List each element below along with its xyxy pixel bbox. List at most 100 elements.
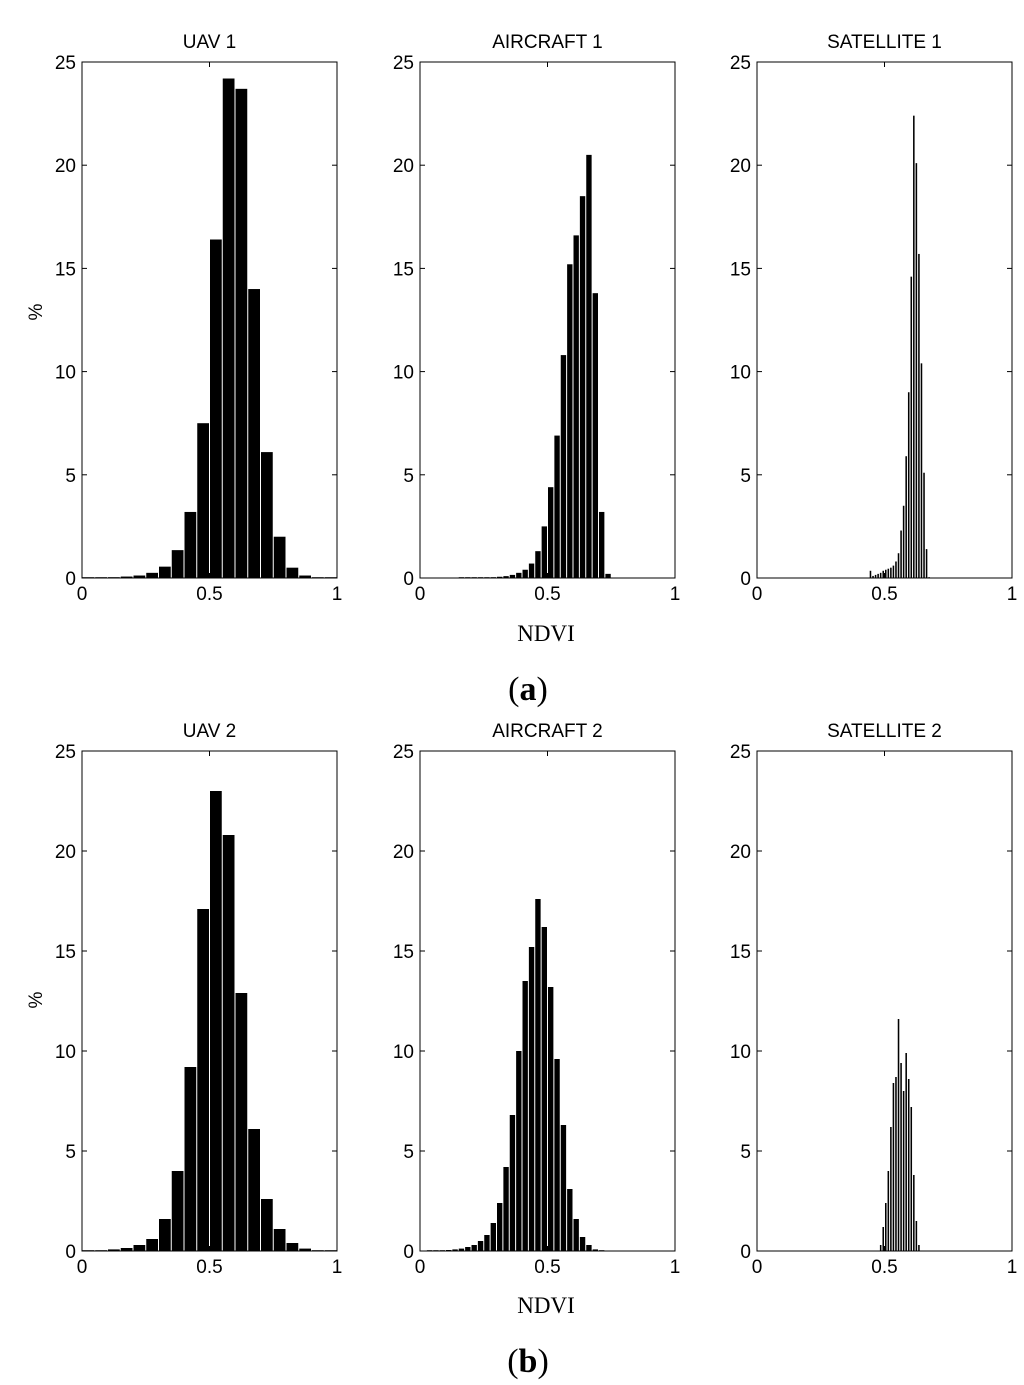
histogram-bar: [299, 1248, 311, 1251]
histogram-bar: [82, 1250, 95, 1251]
histogram-bar: [171, 1171, 184, 1251]
y-tick-label: 25: [393, 53, 414, 74]
y-tick-label: 15: [55, 259, 76, 280]
x-axis-label-row-b: NDVI: [517, 1293, 575, 1318]
histogram-bar: [465, 577, 471, 578]
histogram-bar: [458, 577, 465, 578]
histogram-bar: [273, 536, 286, 578]
histogram-bar: [567, 264, 573, 578]
chart-title: SATELLITE 1: [827, 32, 942, 53]
histogram-bar: [484, 577, 490, 578]
histogram-4: 0 5 10 15 20 25 0 0.5 1 UAV 2: [55, 721, 342, 1278]
histogram-bar: [516, 1051, 522, 1251]
histogram-bar: [197, 909, 209, 1251]
histogram-2: 0 5 10 15 20 25 0 0.5 1 AIRCRAFT 1: [393, 32, 680, 605]
histogram-bar: [573, 235, 579, 578]
y-tick-label: 0: [740, 569, 751, 590]
y-tick-label: 5: [403, 1142, 414, 1163]
histogram-bar: [522, 981, 528, 1251]
histogram-bar: [324, 1250, 337, 1251]
histogram-bar: [235, 88, 248, 578]
histogram-bar: [497, 576, 503, 578]
histogram-bar: [312, 1250, 324, 1251]
histogram-bar: [528, 947, 535, 1251]
y-axis-label-row-b: %: [26, 991, 47, 1008]
histogram-bar: [923, 472, 925, 578]
histogram-bar: [902, 505, 905, 578]
y-tick-label: 0: [65, 1242, 76, 1263]
histogram-bar: [879, 1245, 882, 1251]
histogram-bar: [872, 575, 874, 578]
x-tick-label: 1: [332, 1257, 343, 1278]
y-tick-label: 5: [403, 466, 414, 487]
histogram-bar: [120, 1248, 133, 1251]
histogram-bar: [554, 435, 560, 578]
x-tick-label: 0: [77, 1257, 88, 1278]
y-tick-label: 15: [393, 942, 414, 963]
histogram-bar: [900, 1063, 902, 1251]
histogram-bar: [907, 392, 910, 578]
y-tick-label: 5: [65, 1142, 76, 1163]
y-tick-label: 10: [730, 363, 751, 384]
histogram-bar: [286, 1243, 299, 1251]
histogram-bar: [900, 530, 902, 578]
chart-title: UAV 2: [183, 721, 237, 742]
x-tick-label: 0: [415, 1257, 426, 1278]
histogram-bar: [184, 511, 197, 578]
y-tick-label: 0: [65, 569, 76, 590]
histogram-bar: [159, 1219, 171, 1251]
histogram-bar: [907, 1079, 910, 1251]
histogram-bar: [535, 551, 541, 578]
y-tick-label: 20: [55, 842, 76, 863]
histogram-bar: [95, 1250, 107, 1251]
histogram-bar: [503, 1167, 509, 1251]
histogram-bar: [82, 577, 95, 578]
x-axis-label-row-a: NDVI: [517, 621, 575, 646]
y-tick-label: 0: [403, 1242, 414, 1263]
histogram-bar: [509, 574, 516, 578]
histogram-5: 0 5 10 15 20 25 0 0.5 1 AIRCRAFT 2: [393, 721, 680, 1278]
histogram-bar: [918, 1245, 920, 1251]
histogram-bar: [910, 276, 913, 578]
histogram-bar: [171, 550, 184, 578]
y-tick-label: 20: [730, 842, 751, 863]
histogram-bar: [541, 526, 547, 578]
x-tick-label: 0: [77, 584, 88, 605]
histogram-bar: [535, 899, 541, 1251]
histogram-bar: [910, 1107, 913, 1251]
histogram-bar: [248, 289, 260, 578]
histogram-bar: [477, 1241, 484, 1251]
y-tick-label: 20: [393, 842, 414, 863]
histogram-bar: [108, 577, 120, 578]
y-tick-label: 10: [55, 363, 76, 384]
histogram-bar: [592, 1249, 598, 1251]
histogram-bar: [458, 1248, 465, 1251]
histogram-bar: [548, 987, 554, 1251]
histogram-bar: [222, 835, 235, 1251]
y-tick-label: 20: [393, 156, 414, 177]
y-tick-label: 25: [55, 53, 76, 74]
histogram-bar: [892, 1083, 895, 1251]
histogram-bar: [887, 1171, 890, 1251]
x-tick-label: 0.5: [196, 584, 222, 605]
x-tick-label: 0.5: [534, 1257, 560, 1278]
histogram-bar: [605, 573, 611, 578]
histogram-bar: [324, 577, 337, 578]
x-tick-label: 0: [752, 1257, 763, 1278]
histogram-bar: [477, 577, 484, 578]
histogram-bar: [897, 1019, 900, 1251]
y-tick-label: 15: [393, 259, 414, 280]
histogram-bar: [433, 1250, 439, 1251]
histogram-bar: [925, 549, 928, 578]
histogram-bar: [146, 572, 158, 578]
histogram-bar: [915, 1221, 918, 1251]
y-tick-label: 10: [55, 1042, 76, 1063]
histogram-bar: [465, 1247, 471, 1251]
y-tick-label: 10: [393, 363, 414, 384]
histogram-bar: [120, 576, 133, 578]
y-axis-label-row-a: %: [26, 303, 47, 320]
histogram-bar: [95, 577, 107, 578]
x-tick-label: 0.5: [196, 1257, 222, 1278]
y-tick-label: 25: [730, 742, 751, 763]
